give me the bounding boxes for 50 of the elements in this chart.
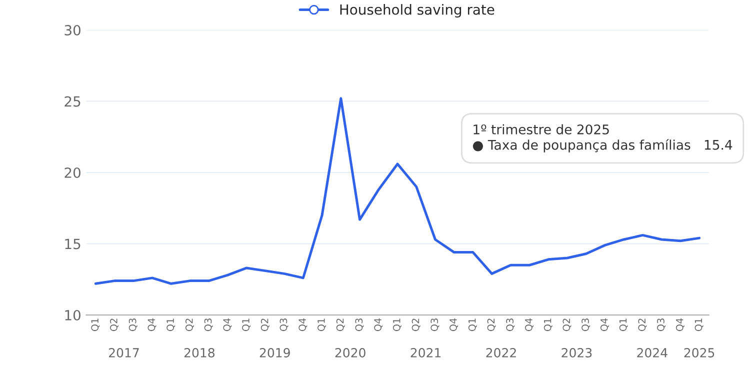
x-tick-label: Q3 xyxy=(204,318,213,332)
x-tick-label: Q2 xyxy=(110,318,118,332)
x-tick-label: Q2 xyxy=(638,318,647,332)
x-tick-label: Q3 xyxy=(657,318,666,332)
x-tick-label: Q1 xyxy=(468,318,477,332)
x-tick-label: Q3 xyxy=(430,318,440,332)
x-tick-label: Q4 xyxy=(676,318,684,332)
x-tick-label: Q4 xyxy=(374,318,383,332)
x-tick-label: Q3 xyxy=(280,318,288,332)
text: 2019 xyxy=(260,348,290,358)
x-tick-label: Q1 xyxy=(392,318,402,332)
x-tick-label: Q2 xyxy=(336,318,345,332)
x-tick-label: Q1 xyxy=(242,318,251,332)
x-tick-label: Q2 xyxy=(562,318,572,332)
x-tick-label: Q3 xyxy=(506,318,515,332)
text: 2024 xyxy=(637,348,668,358)
y-tick-label: 30 xyxy=(64,24,80,36)
text: 2020 xyxy=(335,348,366,358)
y-tick-label: 20 xyxy=(64,167,80,178)
y-tick-label: 10 xyxy=(65,310,80,320)
x-tick-label: Q3 xyxy=(128,318,138,332)
x-tick-label: Q3 xyxy=(582,318,590,332)
x-tick-label: Q4 xyxy=(223,318,232,332)
text: 2021 xyxy=(410,348,441,358)
legend-label: Household saving rate xyxy=(340,4,494,18)
x-tick-label: Q2 xyxy=(487,318,496,332)
x-tick-label: Q1 xyxy=(619,318,628,332)
x-tick-label: Q1 xyxy=(544,318,552,332)
x-tick-label: Q2 xyxy=(185,318,194,332)
line-series xyxy=(94,97,701,285)
x-tick-label: Q1 xyxy=(318,318,326,332)
x-tick-label: Q4 xyxy=(148,318,156,332)
annotation: 1º trimestre de 2025 ● Taxa de poupança das famílias 15.4 xyxy=(472,124,732,152)
text: 2025 xyxy=(684,348,714,358)
text: 2023 xyxy=(562,348,592,358)
x-tick-label: Q4 xyxy=(525,318,534,332)
text: 2022 xyxy=(486,348,516,358)
y-tick-label: 25 xyxy=(64,96,80,107)
x-tick-label: Q2 xyxy=(412,318,420,332)
text: 2017 xyxy=(108,348,139,358)
x-tick-label: Q4 xyxy=(450,318,458,332)
y-tick-label: 15 xyxy=(65,238,80,250)
x-tick-label: Q2 xyxy=(260,318,270,332)
x-tick-label: Q1 xyxy=(166,318,176,332)
x-tick-label: Q1 xyxy=(91,318,100,332)
text: 2018 xyxy=(184,348,214,358)
x-tick-label: Q1 xyxy=(694,318,704,332)
x-tick-label: Q4 xyxy=(600,318,609,332)
x-tick-label: Q3 xyxy=(355,318,364,332)
x-tick-label: Q4 xyxy=(298,318,308,332)
